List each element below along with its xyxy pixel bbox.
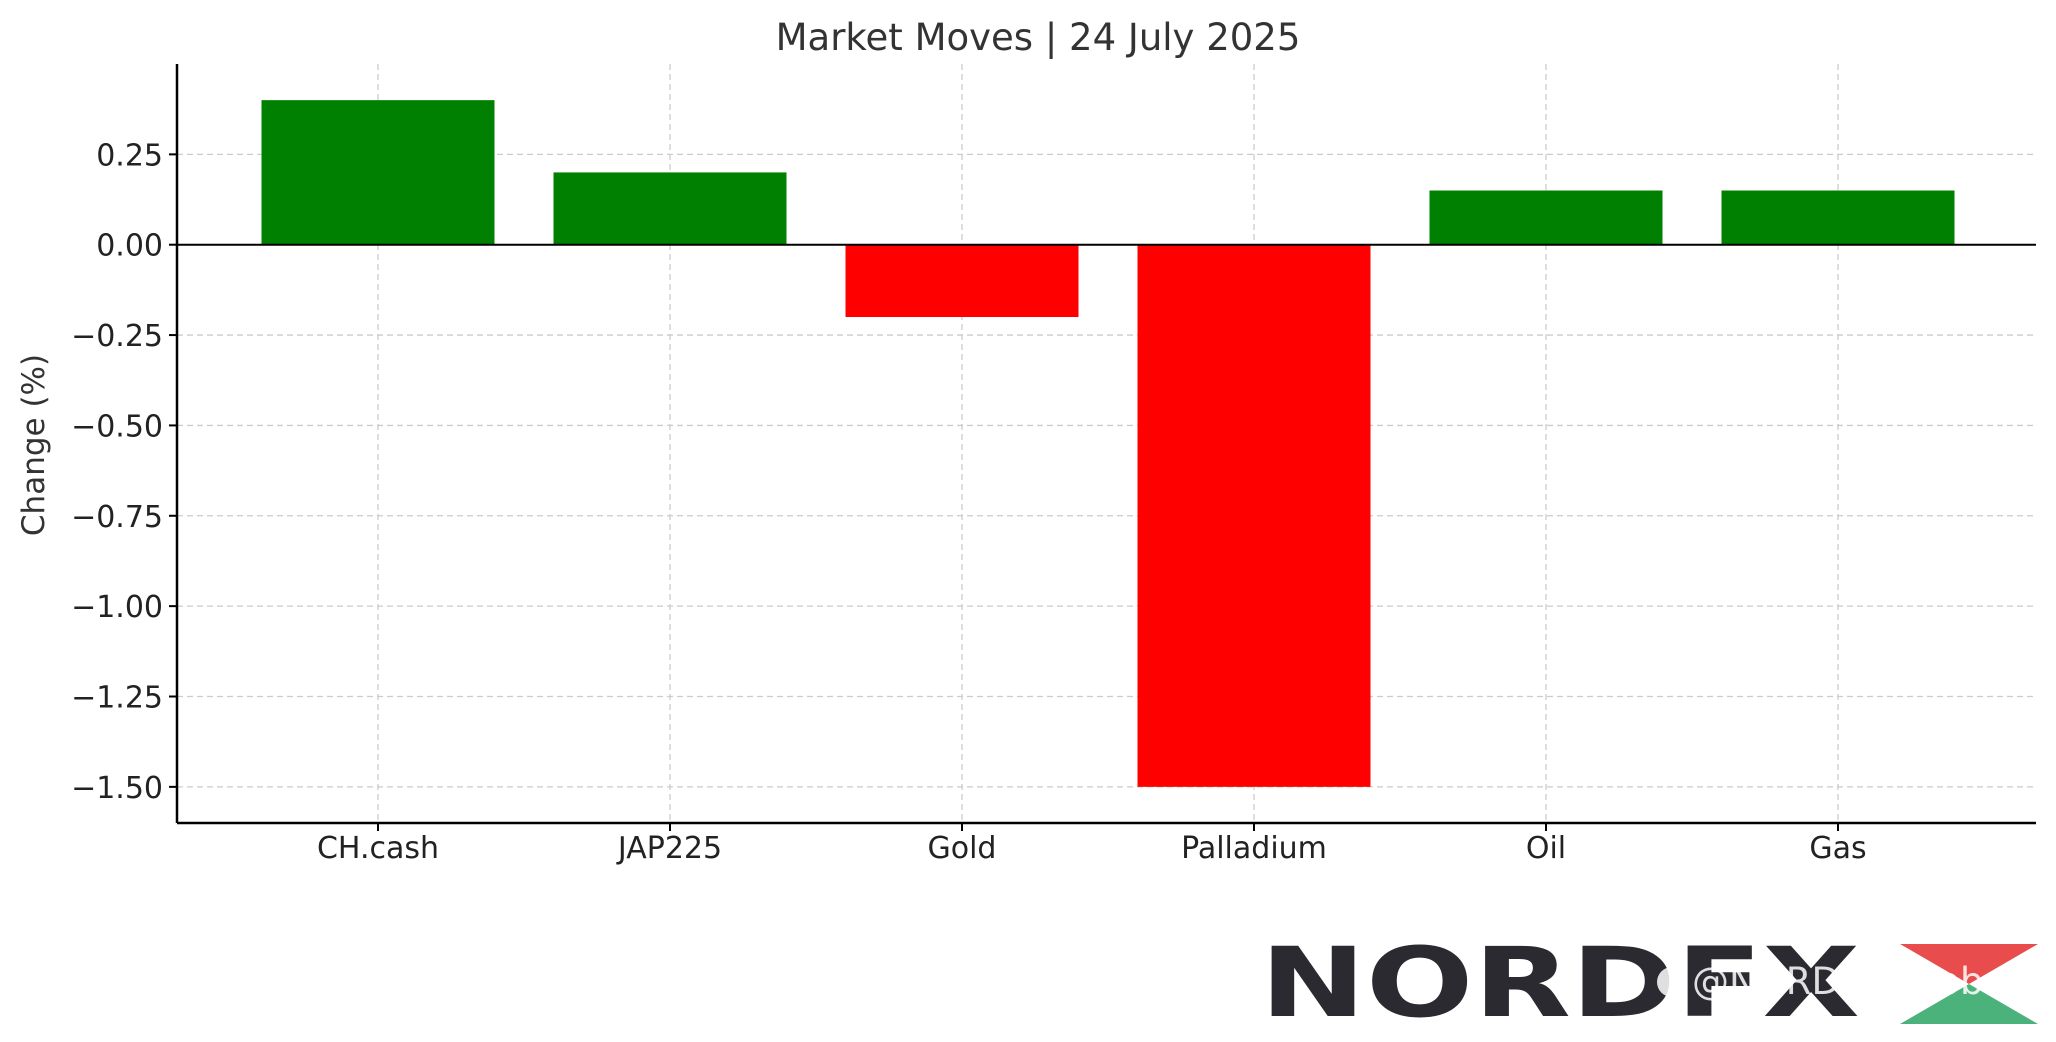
y-tick-label: −0.25 xyxy=(71,319,163,354)
logo-text: NORDFX xyxy=(1260,938,1860,1028)
x-ticks: CH.cash JAP225 Gold Palladium Oil Gas xyxy=(317,823,1867,866)
y-tick-label: −1.50 xyxy=(71,771,163,806)
y-ticks: 0.25 0.00 −0.25 −0.50 −0.75 −1.00 −1.25 −1.50 xyxy=(71,138,177,806)
x-tick-label: Palladium xyxy=(1181,831,1327,866)
bars xyxy=(261,100,1955,787)
y-tick-label: −0.50 xyxy=(71,409,163,444)
facebook-icon xyxy=(1657,967,1687,997)
x-tick-label: Gas xyxy=(1809,831,1866,866)
bar-gold xyxy=(845,244,1079,317)
logo-x-red xyxy=(1900,944,2038,984)
x-tick-label: Gold xyxy=(928,831,997,866)
y-tick-label: −1.00 xyxy=(71,590,163,625)
y-axis-label: Change (%) xyxy=(16,354,52,536)
nordfx-logo: NORDFX @NORDFX Global xyxy=(1260,938,2038,1028)
y-tick-label: −0.75 xyxy=(71,500,163,535)
x-tick-label: Oil xyxy=(1526,831,1566,866)
bar-gas xyxy=(1721,190,1955,245)
x-tick-label: CH.cash xyxy=(317,831,439,866)
bar-ch-cash xyxy=(261,100,495,245)
chart-title: Market Moves | 24 July 2025 xyxy=(776,16,1301,59)
x-tick-label: JAP225 xyxy=(616,831,722,866)
watermark-text: @NORDFX Global xyxy=(1692,960,2016,1003)
bar-oil xyxy=(1429,190,1663,245)
bar-palladium xyxy=(1137,244,1371,787)
y-tick-label: 0.25 xyxy=(96,138,163,173)
y-tick-label: −1.25 xyxy=(71,681,163,716)
logo-x-green xyxy=(1900,984,2038,1024)
bar-jap225 xyxy=(553,172,787,245)
y-tick-label: 0.00 xyxy=(96,229,163,264)
